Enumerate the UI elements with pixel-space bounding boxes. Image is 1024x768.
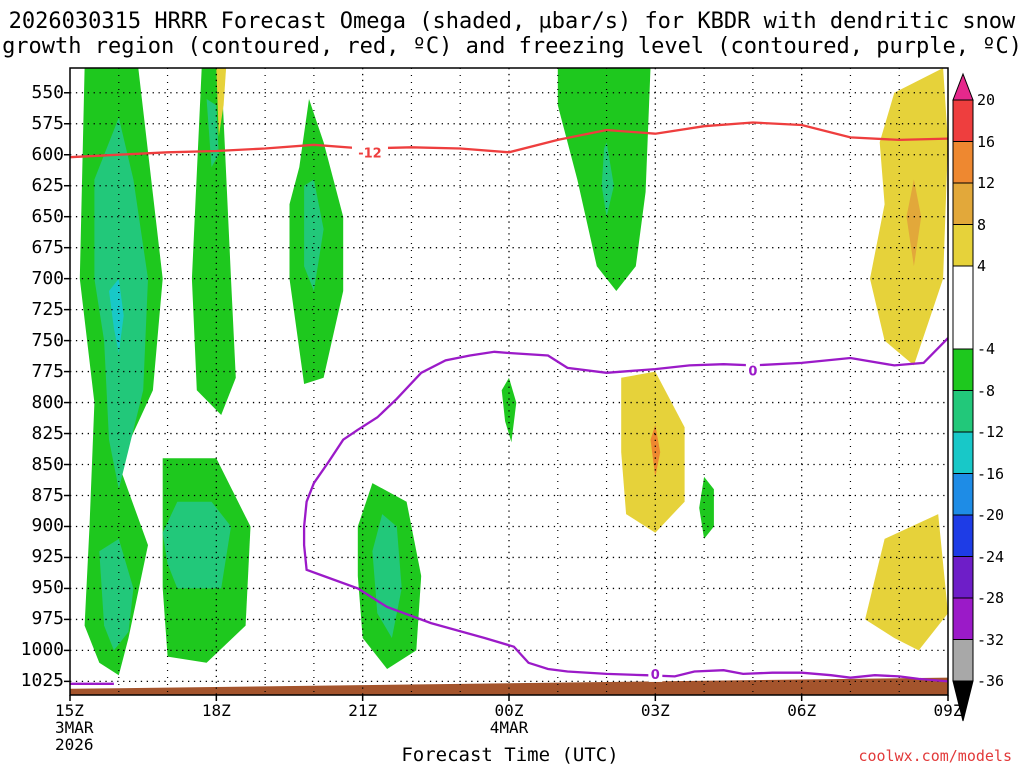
gridlines [70, 68, 948, 695]
colorbar-bottom-arrow [952, 680, 974, 722]
colorbar-label: 12 [977, 174, 996, 192]
x-tick-label: 00Z 4MAR [489, 701, 529, 737]
y-tick-label: 650 [31, 205, 64, 227]
freezing-label-bg [745, 362, 760, 379]
freezing-contour-line-upper [508, 337, 948, 374]
freezing-contour-label-2: 0 [651, 668, 660, 683]
y-tick-label: 875 [31, 484, 64, 506]
colorbar-label: 16 [977, 132, 996, 151]
terrain-surface [70, 677, 948, 695]
y-tick-label: 950 [31, 577, 64, 599]
colorbar-label: -24 [977, 547, 1005, 566]
contours: -12 0 0 [70, 121, 948, 685]
colorbar-bin [952, 514, 974, 557]
omega-area [109, 278, 124, 353]
chart-title-line-1: 2026030315 HRRR Forecast Omega (shaded, … [8, 9, 1016, 34]
x-tick-label: 09Z [933, 701, 963, 720]
y-tick-label: 550 [31, 81, 64, 103]
omega-area [304, 179, 324, 291]
colorbar-label: 20 [977, 91, 996, 109]
x-tick-label: 21Z [348, 701, 378, 720]
colorbar-bin [952, 639, 974, 682]
y-tick-label: 825 [31, 422, 64, 444]
colorbar-bin [952, 556, 974, 599]
colorbar-bin [952, 99, 974, 142]
site-credit: coolwx.com/models [858, 747, 1012, 765]
omega-area [372, 514, 402, 638]
colorbar-label: 4 [977, 257, 987, 275]
x-tick-label: 18Z [201, 701, 231, 720]
colorbar-label: -4 [977, 340, 996, 358]
colorbar-bin [952, 431, 974, 474]
colorbar-label: -20 [977, 506, 1005, 524]
colorbar-top-arrow [952, 72, 974, 101]
colorbar-bin [952, 182, 974, 225]
omega-area [501, 377, 517, 443]
colorbar-bin [952, 141, 974, 184]
colorbar-label: -16 [977, 464, 1005, 483]
colorbar-bin [952, 597, 974, 640]
omega-area [99, 538, 134, 651]
y-tick-label: 775 [31, 360, 64, 382]
y-tick-label: 1025 [20, 670, 64, 692]
omega-area [216, 68, 227, 137]
colorbar-bin [952, 265, 974, 350]
freezing-contour-line [302, 350, 948, 683]
freezing-label-bg-2 [648, 665, 663, 682]
colorbar-bin [952, 224, 974, 267]
y-tick-label: 625 [31, 174, 64, 196]
colorbar-label: -12 [977, 423, 1005, 441]
x-tick-label: 06Z [787, 701, 817, 720]
colorbar-bin [952, 348, 974, 391]
y-tick-label: 725 [31, 298, 64, 320]
x-axis-title: Forecast Time (UTC) [401, 744, 619, 766]
y-tick-label: 975 [31, 608, 64, 630]
y-tick-label: 850 [31, 453, 64, 475]
chart-title-line-2: growth region (contoured, red, ºC) and f… [2, 34, 1022, 59]
colorbar-label: -8 [977, 381, 996, 400]
y-tick-label: 900 [31, 515, 64, 537]
omega-area [191, 68, 236, 415]
omega-area [162, 501, 231, 589]
terrain [70, 677, 948, 695]
dgz-contour-line [70, 121, 948, 159]
x-tick-label: 15Z 3MAR 2026 [55, 701, 94, 754]
omega-area [601, 142, 614, 217]
x-tick-label: 03Z [640, 701, 670, 720]
colorbar-label: 8 [977, 215, 987, 234]
axis-ticks [64, 92, 949, 701]
freezing-contour-label: 0 [748, 364, 757, 379]
y-tick-label: 750 [31, 329, 64, 351]
dgz-contour-label: -12 [358, 146, 382, 161]
omega-area [906, 179, 922, 267]
y-tick-label: 575 [31, 112, 64, 134]
colorbar-label: -32 [977, 630, 1005, 649]
y-tick-label: 1000 [20, 639, 64, 661]
colorbar-bin [952, 390, 974, 433]
colorbar-bin [952, 473, 974, 516]
colorbar-label: -36 [977, 672, 1005, 690]
y-tick-label: 925 [31, 546, 64, 568]
y-tick-label: 675 [31, 236, 64, 258]
omega-area [650, 424, 661, 477]
y-tick-label: 600 [31, 143, 64, 165]
omega-area [699, 476, 714, 539]
omega-shading [79, 68, 948, 676]
omega-area [865, 514, 948, 651]
dgz-label-bg [351, 144, 388, 161]
y-tick-label: 800 [31, 391, 64, 413]
colorbar [952, 72, 974, 722]
y-tick-label: 700 [31, 267, 64, 289]
colorbar-label: -28 [977, 589, 1005, 607]
